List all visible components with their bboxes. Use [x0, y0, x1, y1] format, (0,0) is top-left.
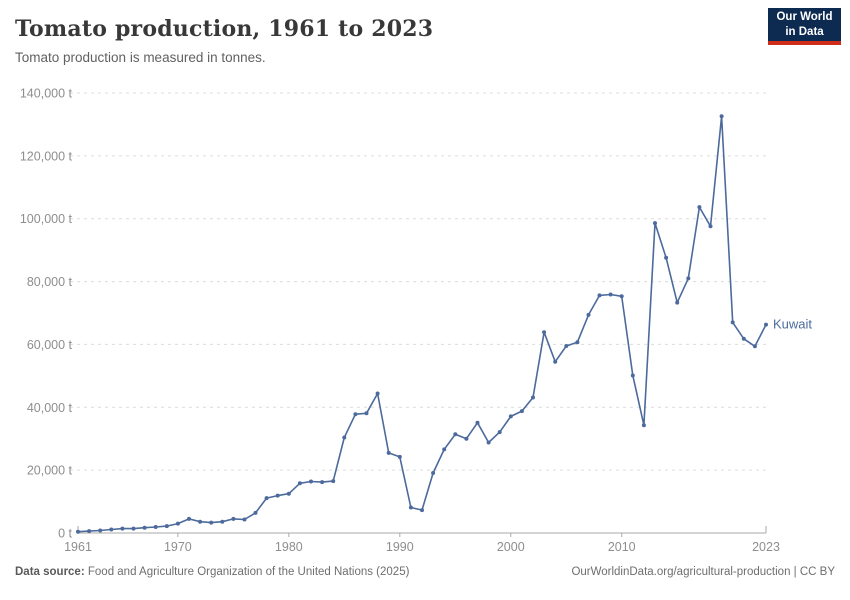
data-point[interactable] [364, 411, 369, 416]
y-tick-label: 100,000 t [20, 212, 73, 226]
data-point[interactable] [175, 521, 180, 526]
data-point[interactable] [375, 391, 380, 396]
data-source: Data source: Food and Agriculture Organi… [15, 566, 409, 578]
data-point[interactable] [87, 529, 92, 534]
series-end-label[interactable]: Kuwait [773, 317, 812, 332]
data-point[interactable] [342, 435, 347, 440]
data-point[interactable] [719, 114, 724, 119]
data-point[interactable] [264, 496, 269, 501]
data-point[interactable] [275, 493, 280, 498]
data-source-label: Data source: [15, 566, 85, 578]
data-point[interactable] [641, 423, 646, 428]
data-point[interactable] [486, 440, 491, 445]
data-point[interactable] [153, 525, 158, 529]
x-tick-label: 1961 [64, 540, 92, 554]
data-point[interactable] [309, 479, 313, 484]
data-point[interactable] [519, 409, 524, 414]
x-tick-label: 1980 [275, 540, 303, 554]
data-point[interactable] [297, 481, 302, 486]
data-point[interactable] [353, 412, 358, 417]
data-point[interactable] [397, 454, 402, 459]
data-point[interactable] [320, 480, 325, 485]
y-tick-label: 60,000 t [27, 338, 73, 352]
data-point[interactable] [408, 505, 413, 510]
data-point[interactable] [231, 516, 236, 521]
x-tick-label: 2010 [608, 540, 636, 554]
data-point[interactable] [120, 526, 125, 531]
chart-footer: Data source: Food and Agriculture Organi… [15, 566, 835, 578]
x-tick-label: 2000 [497, 540, 525, 554]
data-point[interactable] [420, 508, 424, 513]
data-point[interactable] [386, 450, 391, 455]
data-point[interactable] [109, 527, 114, 532]
data-point[interactable] [586, 312, 591, 317]
y-tick-label: 120,000 t [20, 149, 73, 163]
data-point[interactable] [220, 519, 225, 524]
data-point[interactable] [242, 517, 247, 522]
data-point[interactable] [708, 224, 713, 229]
data-point[interactable] [686, 276, 691, 281]
data-point[interactable] [597, 293, 602, 298]
data-point[interactable] [286, 491, 291, 496]
data-point[interactable] [575, 340, 580, 345]
data-point[interactable] [442, 447, 447, 452]
y-tick-label: 80,000 t [27, 275, 73, 289]
data-point[interactable] [741, 336, 746, 341]
attribution: OurWorldinData.org/agricultural-producti… [571, 566, 835, 578]
data-point[interactable] [653, 221, 657, 226]
owid-logo-line2: in Data [785, 25, 824, 38]
data-point[interactable] [697, 205, 702, 210]
data-point[interactable] [131, 526, 136, 531]
data-source-text: Food and Agriculture Organization of the… [87, 566, 410, 578]
data-point[interactable] [608, 292, 613, 297]
chart-subtitle: Tomato production is measured in tonnes. [15, 50, 266, 65]
data-point[interactable] [164, 524, 169, 529]
data-point[interactable] [730, 320, 735, 325]
data-point[interactable] [187, 516, 191, 521]
data-point[interactable] [142, 525, 147, 530]
data-point[interactable] [531, 395, 535, 400]
data-point[interactable] [752, 344, 757, 349]
data-point[interactable] [508, 414, 513, 419]
data-point[interactable] [453, 432, 458, 437]
x-tick-label: 1970 [164, 540, 192, 554]
data-point[interactable] [431, 471, 436, 475]
data-point[interactable] [475, 420, 480, 425]
data-point[interactable] [209, 520, 214, 525]
data-point[interactable] [675, 300, 680, 305]
y-tick-label: 140,000 t [20, 87, 73, 101]
data-point[interactable] [764, 322, 768, 327]
data-point[interactable] [98, 528, 103, 533]
data-point[interactable] [564, 344, 569, 348]
data-point[interactable] [331, 479, 336, 484]
data-point[interactable] [664, 255, 669, 260]
data-point[interactable] [253, 510, 258, 515]
data-point[interactable] [630, 373, 635, 378]
y-tick-label: 0 t [58, 527, 72, 541]
owid-logo-line1: Our World [776, 11, 833, 24]
data-point[interactable] [76, 529, 80, 534]
data-point[interactable] [553, 359, 558, 364]
owid-logo[interactable]: Our World in Data [768, 8, 841, 45]
page-title: Tomato production, 1961 to 2023 [15, 16, 434, 42]
x-tick-label: 1990 [386, 540, 414, 554]
data-point[interactable] [198, 519, 203, 524]
series-line-kuwait[interactable] [77, 115, 767, 533]
x-tick-label: 2023 [752, 540, 780, 554]
data-point[interactable] [497, 430, 502, 435]
data-point[interactable] [542, 330, 547, 335]
data-point[interactable] [464, 436, 469, 441]
data-point[interactable] [619, 294, 624, 299]
y-tick-label: 20,000 t [27, 464, 73, 478]
y-tick-label: 40,000 t [27, 401, 73, 415]
